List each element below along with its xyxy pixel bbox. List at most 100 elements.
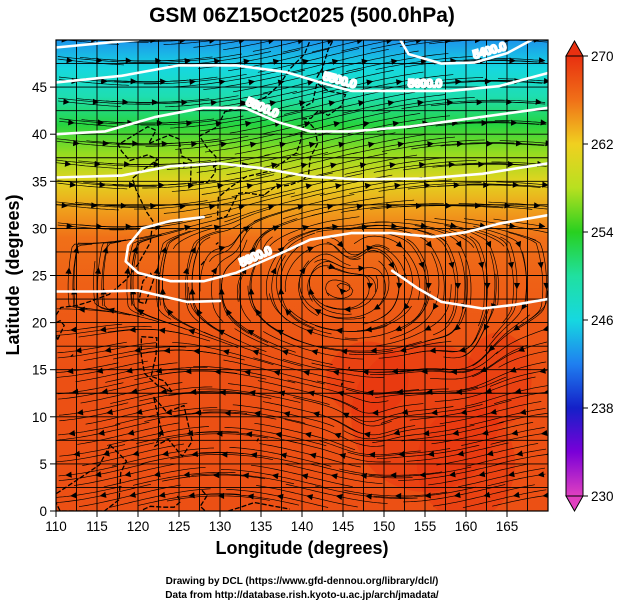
streamline-arrow bbox=[253, 410, 261, 417]
streamline-arrow bbox=[485, 240, 492, 248]
streamline-arrow bbox=[156, 119, 164, 127]
streamline-arrow bbox=[101, 388, 109, 395]
streamline-arrow bbox=[70, 492, 77, 499]
streamline-arrow bbox=[76, 409, 84, 416]
streamlines bbox=[56, 40, 556, 509]
streamline-arrow bbox=[373, 303, 381, 310]
streamline-arrow bbox=[72, 246, 79, 254]
x-tick-label: 160 bbox=[455, 519, 478, 534]
streamline-arrow bbox=[71, 388, 79, 395]
streamline-arrow bbox=[193, 348, 200, 355]
streamline-arrow bbox=[504, 202, 511, 209]
streamline-arrow bbox=[507, 261, 515, 269]
colorbar-ticks: 230 238 246 254 262 270 bbox=[583, 49, 614, 504]
streamline-arrow bbox=[150, 202, 157, 210]
streamline-arrow bbox=[300, 162, 308, 169]
streamline-arrow bbox=[189, 388, 197, 395]
streamline-arrow bbox=[327, 203, 334, 210]
streamline-arrow bbox=[153, 161, 160, 168]
streamline-arrow bbox=[417, 99, 425, 106]
streamline-arrow bbox=[309, 452, 317, 459]
height-contour bbox=[56, 162, 548, 181]
streamline-arrow bbox=[132, 140, 139, 147]
streamline-arrow bbox=[161, 140, 169, 147]
streamline-arrow bbox=[506, 98, 513, 106]
streamline-arrow bbox=[306, 494, 314, 501]
streamline-arrow bbox=[370, 347, 377, 354]
streamline-arrow bbox=[159, 288, 166, 295]
streamline-arrow bbox=[521, 302, 528, 310]
streamline-arrow bbox=[269, 100, 277, 107]
streamline-arrow bbox=[222, 349, 230, 356]
streamline-arrow bbox=[279, 141, 287, 148]
streamline-arrow bbox=[311, 349, 319, 356]
coastline bbox=[152, 396, 193, 458]
streamline-arrow bbox=[308, 141, 316, 148]
streamline-arrow bbox=[297, 203, 305, 211]
streamline-arrow bbox=[478, 161, 485, 168]
streamline-arrow bbox=[366, 282, 374, 290]
credit-drawing: Drawing by DCL (https://www.gfd-dennou.o… bbox=[166, 576, 439, 587]
streamline-arrow bbox=[153, 267, 160, 275]
streamline-arrow bbox=[307, 390, 315, 397]
streamline bbox=[341, 40, 393, 52]
coastline bbox=[228, 501, 290, 511]
colorbar-tick-label: 238 bbox=[591, 401, 614, 416]
streamline bbox=[56, 323, 123, 332]
streamline-arrow bbox=[120, 202, 128, 209]
streamline-arrow bbox=[158, 327, 166, 334]
streamline-arrow bbox=[539, 367, 546, 374]
streamline bbox=[487, 473, 546, 487]
streamline-arrow bbox=[478, 261, 485, 269]
streamline-arrow bbox=[448, 471, 456, 478]
streamline-arrow bbox=[132, 450, 140, 457]
streamline-arrow bbox=[275, 431, 282, 438]
streamline-arrow bbox=[134, 346, 141, 354]
streamline-arrow bbox=[332, 369, 340, 376]
streamline-arrow bbox=[455, 240, 462, 248]
streamline bbox=[252, 40, 304, 52]
streamline-arrow bbox=[333, 120, 341, 128]
streamline-arrow bbox=[94, 267, 102, 274]
streamline bbox=[57, 341, 127, 354]
streamline-arrow bbox=[538, 57, 546, 64]
streamline-arrow bbox=[181, 99, 188, 106]
streamline-arrow bbox=[99, 326, 107, 333]
height-contour bbox=[124, 213, 548, 283]
streamline-arrow bbox=[456, 140, 464, 147]
streamline-arrow bbox=[542, 181, 548, 188]
streamline-arrow bbox=[550, 410, 556, 415]
streamline-arrow bbox=[179, 203, 187, 210]
streamline-arrow bbox=[537, 261, 544, 269]
streamline bbox=[499, 140, 548, 144]
streamline-arrow bbox=[307, 246, 315, 253]
streamline-arrow bbox=[248, 288, 255, 295]
streamline-arrow bbox=[243, 58, 251, 65]
streamline-arrow bbox=[366, 79, 374, 86]
colorbar-tick-label: 262 bbox=[591, 137, 614, 152]
streamline-arrow bbox=[455, 78, 462, 85]
streamline bbox=[466, 183, 548, 188]
streamline-arrow bbox=[391, 222, 398, 230]
streamline-arrow bbox=[272, 58, 280, 65]
streamline bbox=[56, 201, 149, 208]
streamline-arrow bbox=[358, 100, 365, 107]
x-tick-label: 150 bbox=[373, 519, 396, 534]
streamline-arrow bbox=[219, 389, 226, 396]
streamline-arrow bbox=[210, 99, 218, 106]
streamline-arrow bbox=[127, 429, 135, 436]
streamline bbox=[462, 489, 547, 509]
streamline-arrow bbox=[277, 79, 285, 86]
streamline-arrow bbox=[368, 141, 375, 148]
streamline-arrow bbox=[485, 387, 493, 394]
chart-title: GSM 06Z15Oct2025 (500.0hPa) bbox=[149, 4, 455, 27]
streamline-arrow bbox=[245, 431, 253, 438]
coastline bbox=[301, 82, 347, 120]
streamline-arrow bbox=[125, 367, 133, 374]
streamline-arrow bbox=[155, 57, 162, 64]
streamline-arrow bbox=[509, 57, 516, 64]
colorbar-tick-label: 270 bbox=[591, 49, 614, 64]
contour-label: 5600.0 bbox=[408, 78, 442, 90]
colorbar-tick-label: 230 bbox=[591, 489, 614, 504]
streamline-arrow bbox=[301, 473, 309, 480]
